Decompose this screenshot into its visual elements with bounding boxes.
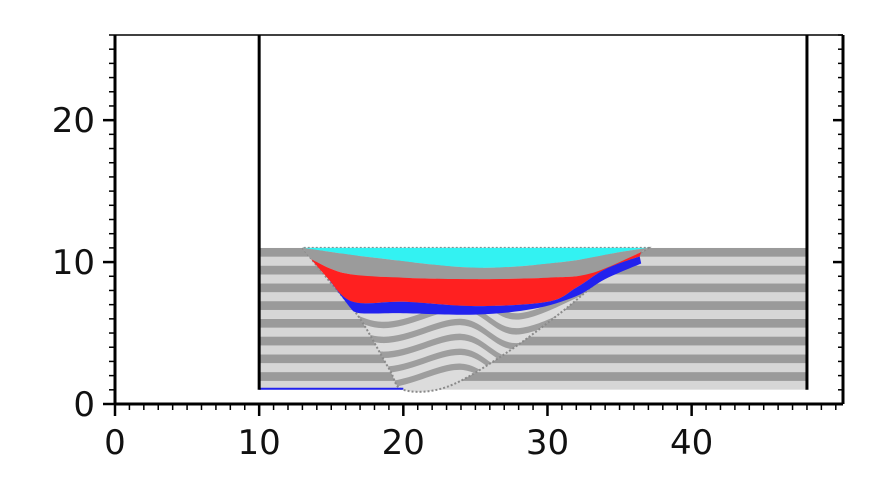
bed-stripe [259, 372, 807, 381]
bed-stripe [259, 345, 807, 355]
bed-stripe [259, 380, 807, 390]
bed-stripe [259, 354, 807, 364]
x-tick-label: 30 [526, 423, 569, 463]
x-tick-label: 40 [670, 423, 713, 463]
fill-layer [328, 256, 642, 315]
bed-stripe [259, 363, 807, 373]
tick-labels: 0 10 20 30 40 0 10 20 [52, 101, 714, 463]
x-tick-label: 10 [238, 423, 281, 463]
fill-layer [302, 247, 649, 280]
x-tick-label: 20 [382, 423, 425, 463]
y-tick-label: 20 [52, 101, 95, 141]
axis-ticks [103, 34, 843, 416]
fill-layer [302, 247, 649, 268]
bed-stripe [259, 336, 807, 346]
container-walls [257, 35, 809, 390]
fill-layer [311, 252, 642, 307]
y-tick-label: 10 [52, 243, 95, 283]
crater-fill-layers [259, 247, 649, 390]
x-tick-label: 0 [104, 423, 126, 463]
y-tick-label: 0 [73, 385, 95, 425]
